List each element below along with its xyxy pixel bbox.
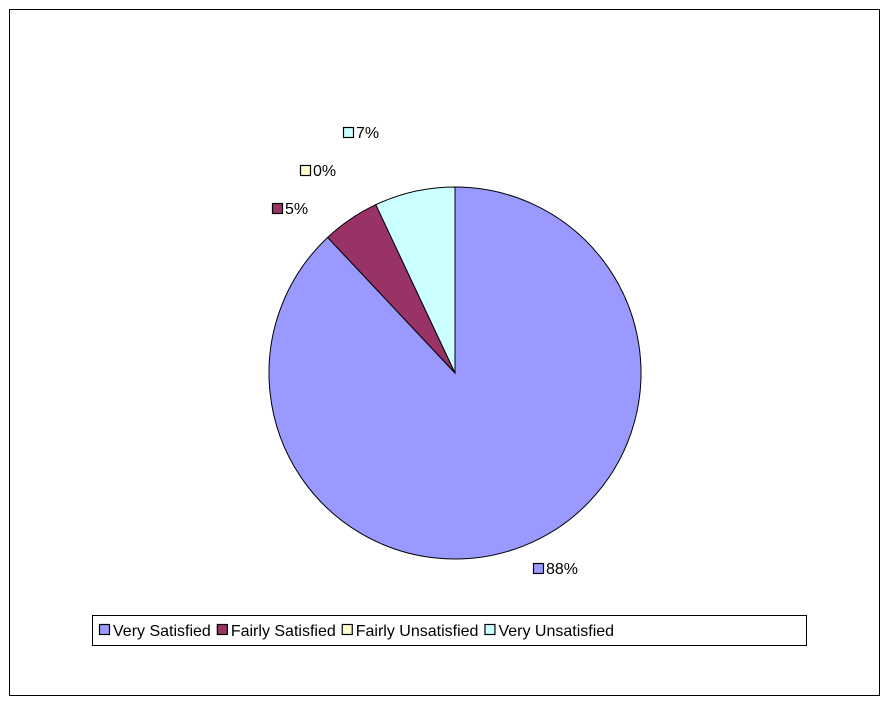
legend-key-fairly-unsatisfied [341,623,353,636]
pie-slices [268,186,642,560]
data-label-key-fairly-satisfied [271,202,284,215]
legend-label-very-unsatisfied: Very Unsatisfied [498,623,614,640]
data-label-fairly-satisfied: 5% [271,201,308,218]
legend-item-very-satisfied: Very Satisfied [98,623,211,640]
data-label-key-very-unsatisfied [342,126,355,139]
legend-label-fairly-unsatisfied: Fairly Unsatisfied [356,623,479,640]
data-label-text-very-unsatisfied: 7% [356,125,379,142]
legend-item-fairly-unsatisfied: Fairly Unsatisfied [341,623,479,640]
data-label-text-fairly-unsatisfied: 0% [313,163,336,180]
pie-data-labels: 88% 5% 0% 7% [271,125,578,578]
pie-slice-very-unsatisfied [375,186,456,374]
legend: Very Satisfied Fairly Satisfied Fairly Uns… [92,615,807,646]
data-label-fairly-unsatisfied: 0% [299,163,336,180]
legend-item-very-unsatisfied: Very Unsatisfied [484,623,614,640]
data-label-text-fairly-satisfied: 5% [285,201,308,218]
legend-key-very-unsatisfied [484,623,496,636]
data-label-text-very-satisfied: 88% [546,561,578,578]
legend-label-very-satisfied: Very Satisfied [113,623,211,640]
data-label-key-very-satisfied [532,562,545,575]
legend-label-fairly-satisfied: Fairly Satisfied [231,623,336,640]
data-label-very-satisfied: 88% [532,561,578,578]
data-label-key-fairly-unsatisfied [299,164,312,177]
legend-key-fairly-satisfied [216,623,228,636]
legend-item-fairly-satisfied: Fairly Satisfied [216,623,336,640]
data-label-very-unsatisfied: 7% [342,125,379,142]
legend-box [92,615,807,646]
legend-key-very-satisfied [98,623,111,636]
